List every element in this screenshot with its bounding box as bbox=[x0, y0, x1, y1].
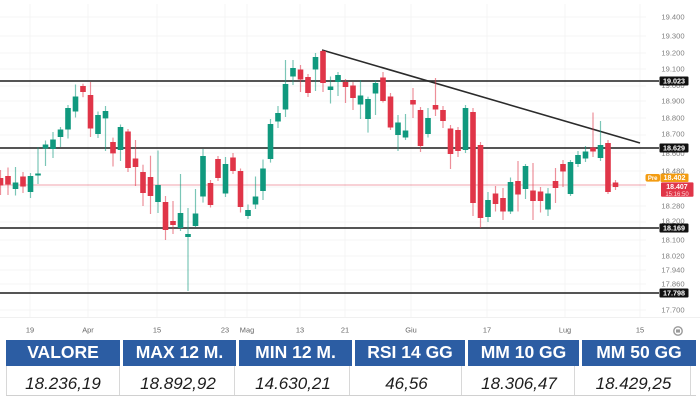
svg-text:18.100: 18.100 bbox=[661, 236, 684, 245]
svg-text:18.629: 18.629 bbox=[663, 144, 685, 153]
svg-text:17.700: 17.700 bbox=[661, 306, 684, 315]
svg-text:Giu: Giu bbox=[405, 326, 417, 335]
svg-text:17.860: 17.860 bbox=[661, 280, 684, 289]
svg-text:Apr: Apr bbox=[82, 326, 94, 335]
svg-text:18.169: 18.169 bbox=[663, 224, 685, 233]
svg-text:18.600: 18.600 bbox=[661, 149, 684, 158]
svg-text:Mag: Mag bbox=[240, 326, 254, 335]
svg-text:19: 19 bbox=[26, 326, 34, 335]
svg-text:18.700: 18.700 bbox=[661, 130, 684, 139]
svg-text:18.407: 18.407 bbox=[666, 184, 688, 191]
svg-text:Lug: Lug bbox=[559, 326, 571, 335]
svg-text:18.480: 18.480 bbox=[661, 167, 684, 176]
svg-text:15: 15 bbox=[153, 326, 161, 335]
svg-text:18.900: 18.900 bbox=[661, 97, 684, 106]
svg-text:17: 17 bbox=[483, 326, 491, 335]
svg-text:13: 13 bbox=[296, 326, 304, 335]
svg-text:15: 15 bbox=[636, 326, 644, 335]
svg-text:17.798: 17.798 bbox=[663, 289, 685, 298]
svg-text:18.800: 18.800 bbox=[661, 114, 684, 123]
svg-text:19.400: 19.400 bbox=[661, 13, 684, 22]
svg-text:17.940: 17.940 bbox=[661, 266, 684, 275]
svg-text:15:16:50: 15:16:50 bbox=[665, 192, 689, 198]
svg-text:19.300: 19.300 bbox=[661, 32, 684, 41]
svg-text:18.020: 18.020 bbox=[661, 252, 684, 261]
svg-text:Pre: Pre bbox=[648, 176, 658, 182]
svg-text:18.280: 18.280 bbox=[661, 202, 684, 211]
svg-text:19.100: 19.100 bbox=[661, 65, 684, 74]
svg-text:21: 21 bbox=[341, 326, 349, 335]
svg-text:23: 23 bbox=[221, 326, 229, 335]
svg-text:19.200: 19.200 bbox=[661, 49, 684, 58]
svg-text:19.023: 19.023 bbox=[663, 77, 685, 86]
svg-text:18.402: 18.402 bbox=[664, 173, 686, 182]
svg-text:18.200: 18.200 bbox=[661, 217, 684, 226]
svg-text:19.000: 19.000 bbox=[661, 81, 684, 90]
